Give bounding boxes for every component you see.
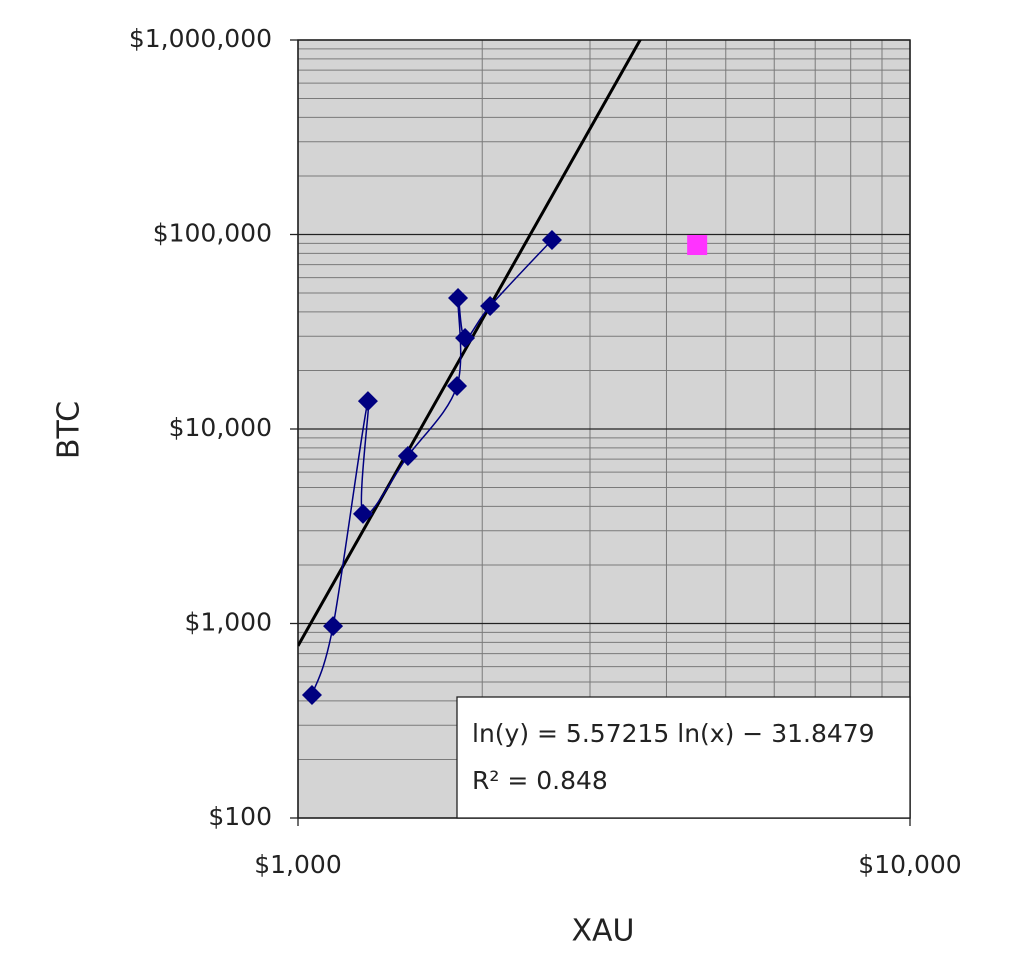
- trendline: [298, 40, 642, 647]
- marker: [455, 327, 476, 348]
- marker: [541, 229, 562, 250]
- marker: [301, 684, 322, 705]
- marker: [357, 391, 378, 412]
- y-tick-label: $100: [208, 802, 272, 831]
- x-tick-label: $1,000: [254, 850, 341, 879]
- marker: [687, 235, 708, 256]
- plot-layer: [298, 40, 708, 705]
- marker: [480, 296, 501, 317]
- marker: [447, 375, 468, 396]
- marker: [448, 288, 469, 309]
- marker: [352, 503, 373, 524]
- y-tick-label: $1,000,000: [129, 24, 272, 53]
- x-tick-label: $10,000: [858, 850, 961, 879]
- r-squared: R² = 0.848: [472, 766, 608, 795]
- marker: [323, 616, 344, 637]
- y-tick-label: $100,000: [153, 219, 272, 248]
- y-tick-label: $10,000: [169, 413, 272, 442]
- y-tick-label: $1,000: [185, 608, 272, 637]
- equation-box: [456, 696, 911, 819]
- y-axis-title: BTC: [52, 401, 87, 459]
- x-axis-title: XAU: [571, 914, 634, 949]
- marker: [397, 446, 418, 467]
- trend-equation: ln(y) = 5.57215 ln(x) − 31.8479: [472, 719, 875, 748]
